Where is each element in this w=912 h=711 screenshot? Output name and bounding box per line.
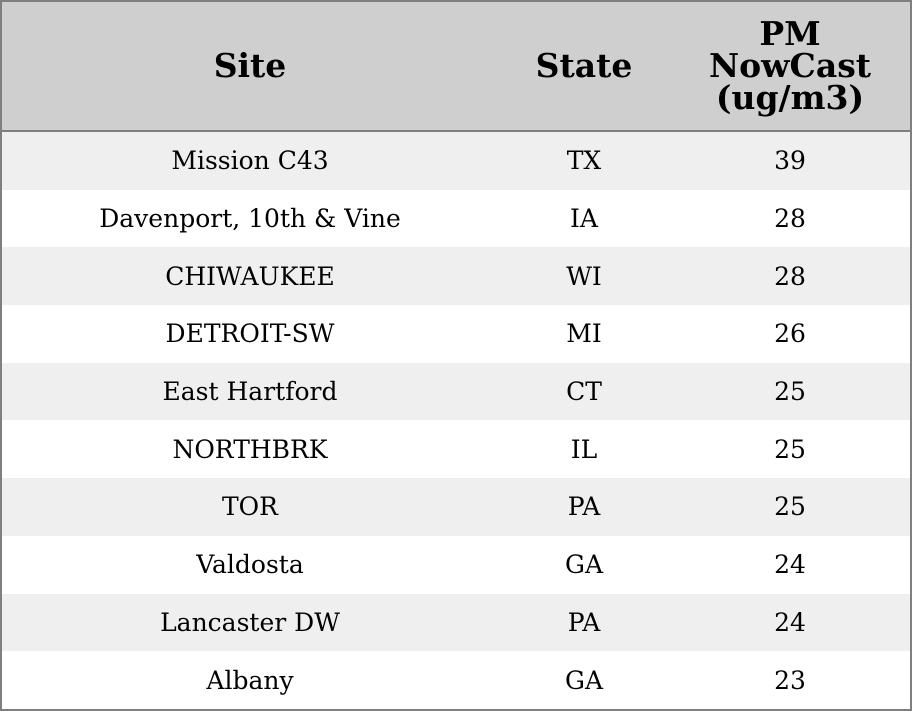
pm-value-cell: 39	[774, 146, 806, 176]
state-cell: TX	[566, 146, 602, 176]
site-cell: Mission C43	[171, 146, 329, 176]
state-cell: MI	[566, 319, 602, 349]
site-cell: Lancaster DW	[160, 607, 340, 637]
pm-value-cell: 26	[774, 319, 806, 349]
state-cell: GA	[564, 550, 604, 580]
column-header-state: State	[535, 46, 633, 85]
site-cell: TOR	[222, 492, 278, 522]
table-row: Albany GA 23	[2, 651, 910, 709]
pm-value-cell: 23	[774, 665, 806, 695]
site-cell: East Hartford	[162, 377, 338, 407]
state-cell: IA	[570, 204, 598, 234]
site-cell: Albany	[206, 665, 294, 695]
table-row: CHIWAUKEE WI 28	[2, 247, 910, 306]
table-header: Site State PM NowCast (ug/m3)	[2, 2, 910, 132]
table-body: Mission C43 TX 39 Davenport, 10th & Vine IA 2…	[2, 132, 910, 709]
site-cell: NORTHBRK	[172, 434, 328, 464]
pm-value-cell: 24	[774, 550, 806, 580]
state-cell: WI	[566, 261, 602, 291]
table-row: Valdosta GA 24	[2, 535, 910, 594]
pm-value-cell: 28	[774, 261, 806, 291]
pm-value-cell: 25	[774, 434, 806, 464]
column-header-pm-nowcast: PM NowCast (ug/m3)	[708, 14, 872, 117]
state-cell: GA	[564, 665, 604, 695]
state-cell: CT	[566, 377, 602, 407]
state-cell: PA	[567, 607, 601, 637]
table-row: Davenport, 10th & Vine IA 28	[2, 189, 910, 248]
state-cell: IL	[570, 434, 598, 464]
table-row: Mission C43 TX 39	[2, 132, 910, 190]
column-header-site: Site	[213, 46, 287, 85]
pm-value-cell: 25	[774, 377, 806, 407]
state-cell: PA	[567, 492, 601, 522]
site-cell: DETROIT-SW	[165, 319, 335, 349]
pm-value-cell: 24	[774, 607, 806, 637]
table-row: DETROIT-SW MI 26	[2, 305, 910, 363]
pm-value-cell: 28	[774, 204, 806, 234]
site-cell: CHIWAUKEE	[165, 261, 335, 291]
site-cell: Valdosta	[196, 550, 304, 580]
table-row: Lancaster DW PA 24	[2, 593, 910, 652]
site-cell: Davenport, 10th & Vine	[99, 204, 401, 234]
pm-value-cell: 25	[774, 492, 806, 522]
table-row: TOR PA 25	[2, 478, 910, 536]
table-row: East Hartford CT 25	[2, 362, 910, 421]
table-row: NORTHBRK IL 25	[2, 420, 910, 479]
